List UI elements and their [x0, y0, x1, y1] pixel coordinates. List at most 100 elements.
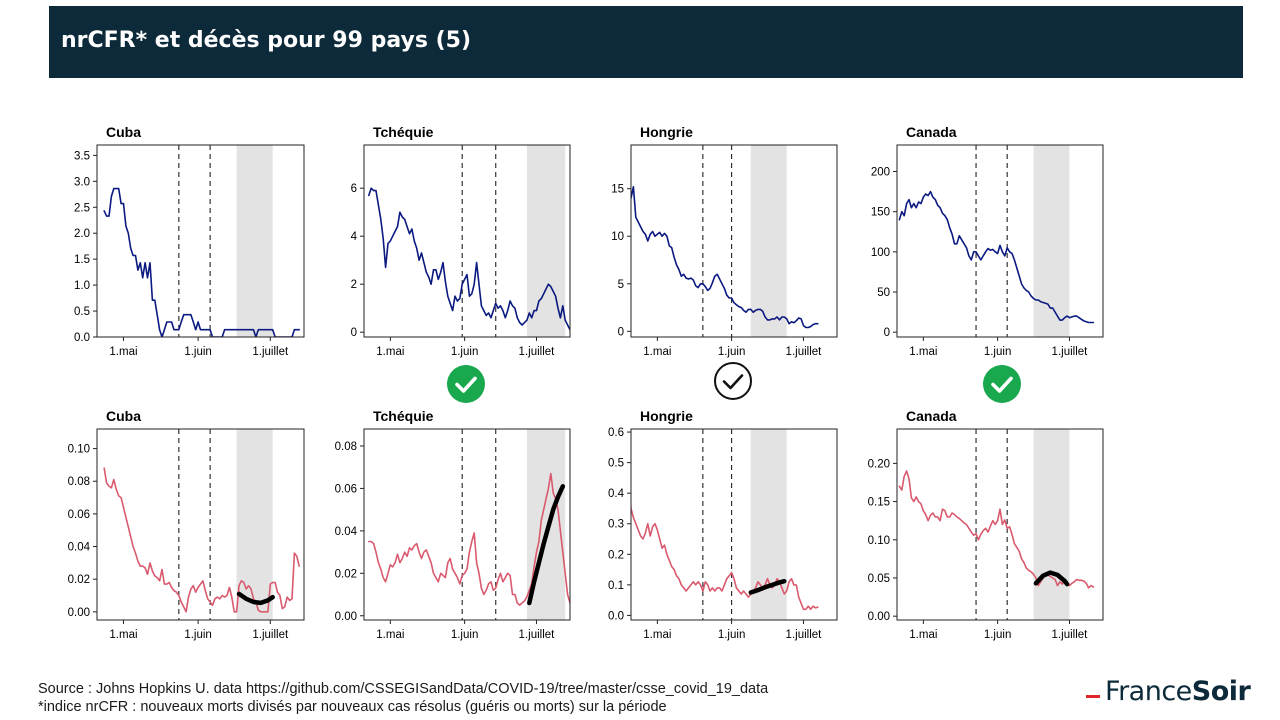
chart-title: Tchéquie: [373, 408, 434, 424]
chart-title: Cuba: [106, 408, 141, 424]
plot-frame: [96, 144, 305, 338]
shaded-period: [1033, 145, 1070, 337]
plot-frame: [896, 428, 1104, 621]
x-tick-label: 1.juin: [451, 346, 479, 358]
plot-frame: [896, 144, 1104, 338]
chart-canada-top: 0 50 100 150 200 1.mai 1.juin 1.juillet Canada: [871, 124, 1104, 358]
plot-frame: [363, 428, 571, 621]
fit-line: [748, 578, 787, 595]
x-tick-label: 1.juillet: [1052, 629, 1089, 641]
shaded-period: [526, 145, 566, 337]
chart-title: Canada: [906, 408, 957, 424]
chart-canada-bottom: 0.00 0.05 0.10 0.15 0.20 1.mai 1.juin 1.juillet…: [868, 408, 1104, 641]
x-tick-label: 1.juin: [718, 346, 746, 358]
nrcfr-series-line: [631, 497, 819, 611]
shaded-period: [236, 145, 273, 337]
y-tick-label: 0.08: [68, 476, 90, 488]
chart-title: Hongrie: [640, 124, 693, 140]
plot-frame: [96, 428, 305, 621]
chart-title: Hongrie: [640, 408, 693, 424]
x-tick-label: 1.juillet: [519, 346, 556, 358]
chart-hongrie-bottom: 0.0 0.1 0.2 0.3 0.4 0.5 0.6 1.mai 1.juin 1.juille…: [608, 408, 838, 641]
y-tick-label: 0.00: [68, 607, 90, 619]
nrcfr-series-line: [367, 472, 570, 606]
y-tick-label: 0.04: [335, 526, 358, 538]
y-tick-label: 0.15: [868, 497, 890, 509]
y-tick-label: 0.00: [335, 611, 357, 623]
y-tick-label: 3.5: [74, 150, 90, 162]
x-tick-label: 1.mai: [109, 346, 137, 358]
x-tick-label: 1.juillet: [1052, 346, 1089, 358]
y-tick-label: 0.2: [608, 549, 624, 561]
y-tick-label: 0.6: [608, 427, 624, 439]
x-tick-label: 1.juillet: [786, 629, 823, 641]
y-tick-label: 15: [611, 184, 624, 196]
x-tick-label: 1.mai: [376, 629, 404, 641]
y-tick-label: 1.0: [74, 280, 90, 292]
y-tick-label: 0.0: [74, 332, 90, 344]
x-tick-label: 1.juin: [184, 629, 212, 641]
y-tick-label: 0.0: [608, 610, 624, 622]
y-tick-label: 150: [871, 207, 890, 219]
y-tick-label: 0.10: [868, 535, 890, 547]
x-tick-label: 1.juin: [451, 629, 479, 641]
page-title: nrCFR* et décès pour 99 pays (5): [61, 28, 472, 53]
y-tick-label: 3.0: [74, 176, 90, 188]
x-tick-label: 1.juillet: [252, 629, 289, 641]
x-tick-label: 1.mai: [909, 629, 937, 641]
y-tick-label: 0.00: [868, 611, 890, 623]
x-tick-label: 1.juin: [984, 346, 1012, 358]
y-tick-label: 0.1: [608, 580, 624, 592]
deaths-series-line: [631, 186, 819, 329]
y-tick-label: 0.20: [868, 458, 890, 470]
check-circle-green-icon: [447, 365, 485, 403]
check-circle-outline-icon: [714, 362, 752, 400]
y-tick-label: 2: [351, 279, 357, 291]
y-tick-label: 50: [877, 287, 890, 299]
y-tick-label: 1.5: [74, 254, 90, 266]
check-circle-green-icon: [983, 365, 1021, 403]
plot-frame: [630, 144, 838, 338]
y-tick-label: 2.5: [74, 202, 90, 214]
shaded-period: [1033, 429, 1070, 620]
fit-line: [1033, 570, 1070, 587]
y-tick-label: 0.06: [335, 483, 357, 495]
x-tick-label: 1.juillet: [786, 346, 823, 358]
x-tick-label: 1.mai: [643, 346, 671, 358]
y-tick-label: 0.06: [68, 509, 90, 521]
y-tick-label: 0.08: [335, 441, 357, 453]
chart-tchequie-bottom: 0.00 0.02 0.04 0.06 0.08 1.mai 1.juin 1.juillet…: [335, 408, 571, 641]
deaths-series-line: [367, 187, 570, 331]
logo-france: France: [1105, 676, 1192, 707]
y-tick-label: 0: [618, 326, 624, 338]
nrcfr-series-line: [898, 470, 1095, 589]
fit-line: [236, 591, 275, 606]
y-tick-label: 0: [351, 327, 357, 339]
shaded-period: [236, 429, 273, 620]
x-tick-label: 1.juin: [984, 629, 1012, 641]
y-tick-label: 0.4: [608, 488, 625, 500]
y-tick-label: 6: [351, 183, 357, 195]
chart-cuba-bottom: 0.00 0.02 0.04 0.06 0.08 0.10 1.mai 1.juin 1.jui…: [68, 408, 305, 641]
y-tick-label: 0.05: [868, 573, 890, 585]
source-text: Source : Johns Hopkins U. data https://g…: [38, 681, 769, 697]
deaths-series-line: [103, 187, 301, 337]
y-tick-label: 0.02: [335, 568, 357, 580]
y-tick-label: 0.5: [608, 458, 624, 470]
y-tick-label: 0.02: [68, 574, 90, 586]
logo-dash: [1086, 695, 1100, 698]
x-tick-label: 1.juillet: [252, 346, 289, 358]
x-tick-label: 1.mai: [109, 629, 137, 641]
y-tick-label: 0.3: [608, 519, 624, 531]
plot-frame: [630, 428, 838, 621]
nrcfr-series-line: [103, 467, 301, 613]
x-tick-label: 1.mai: [643, 629, 671, 641]
x-tick-label: 1.juillet: [519, 629, 556, 641]
y-tick-label: 0: [884, 327, 890, 339]
x-tick-label: 1.mai: [909, 346, 937, 358]
chart-tchequie-top: 0 2 4 6 1.mai 1.juin 1.juillet Tchéquie: [351, 124, 571, 358]
francesoir-logo: FranceSoir: [1086, 676, 1251, 707]
deaths-series-line: [898, 190, 1095, 324]
footnote-text: *indice nrCFR : nouveaux morts divisés p…: [38, 699, 667, 715]
